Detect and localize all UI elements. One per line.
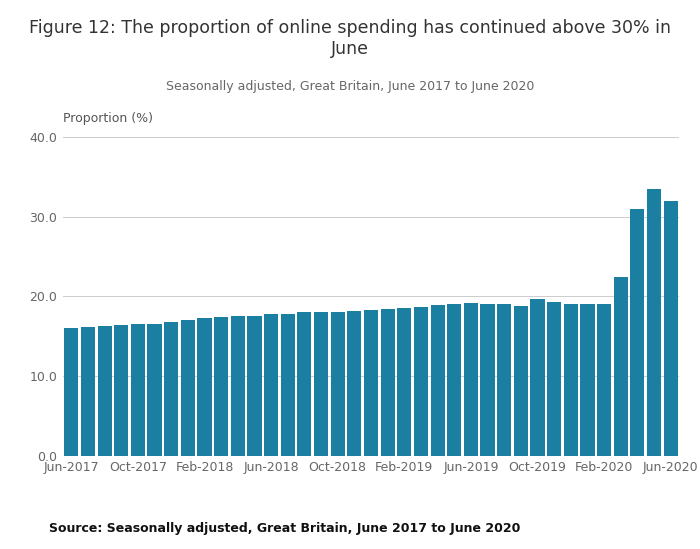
- Bar: [597, 304, 611, 456]
- Bar: [430, 305, 444, 456]
- Bar: [580, 304, 594, 456]
- Bar: [347, 311, 361, 456]
- Bar: [330, 312, 345, 456]
- Bar: [64, 328, 78, 456]
- Bar: [514, 306, 528, 456]
- Bar: [148, 324, 162, 456]
- Bar: [231, 316, 245, 456]
- Bar: [214, 317, 228, 456]
- Bar: [547, 302, 561, 456]
- Bar: [397, 309, 412, 456]
- Text: Source: Seasonally adjusted, Great Britain, June 2017 to June 2020: Source: Seasonally adjusted, Great Brita…: [49, 522, 520, 535]
- Bar: [564, 304, 578, 456]
- Bar: [131, 324, 145, 456]
- Bar: [647, 189, 661, 456]
- Bar: [181, 320, 195, 456]
- Bar: [447, 304, 461, 456]
- Bar: [664, 201, 678, 456]
- Text: Proportion (%): Proportion (%): [63, 111, 153, 125]
- Bar: [414, 307, 428, 456]
- Bar: [630, 209, 645, 456]
- Text: Seasonally adjusted, Great Britain, June 2017 to June 2020: Seasonally adjusted, Great Britain, June…: [166, 80, 534, 93]
- Bar: [364, 310, 378, 456]
- Bar: [164, 322, 178, 456]
- Bar: [264, 314, 278, 456]
- Bar: [464, 303, 478, 456]
- Bar: [497, 304, 511, 456]
- Bar: [531, 299, 545, 456]
- Bar: [480, 304, 495, 456]
- Bar: [381, 309, 395, 456]
- Bar: [281, 314, 295, 456]
- Bar: [314, 312, 328, 456]
- Bar: [197, 318, 211, 456]
- Text: Figure 12: The proportion of online spending has continued above 30% in
June: Figure 12: The proportion of online spen…: [29, 19, 671, 58]
- Bar: [97, 326, 112, 456]
- Bar: [614, 277, 628, 456]
- Bar: [247, 316, 262, 456]
- Bar: [298, 312, 312, 456]
- Bar: [81, 327, 95, 456]
- Bar: [114, 325, 128, 456]
